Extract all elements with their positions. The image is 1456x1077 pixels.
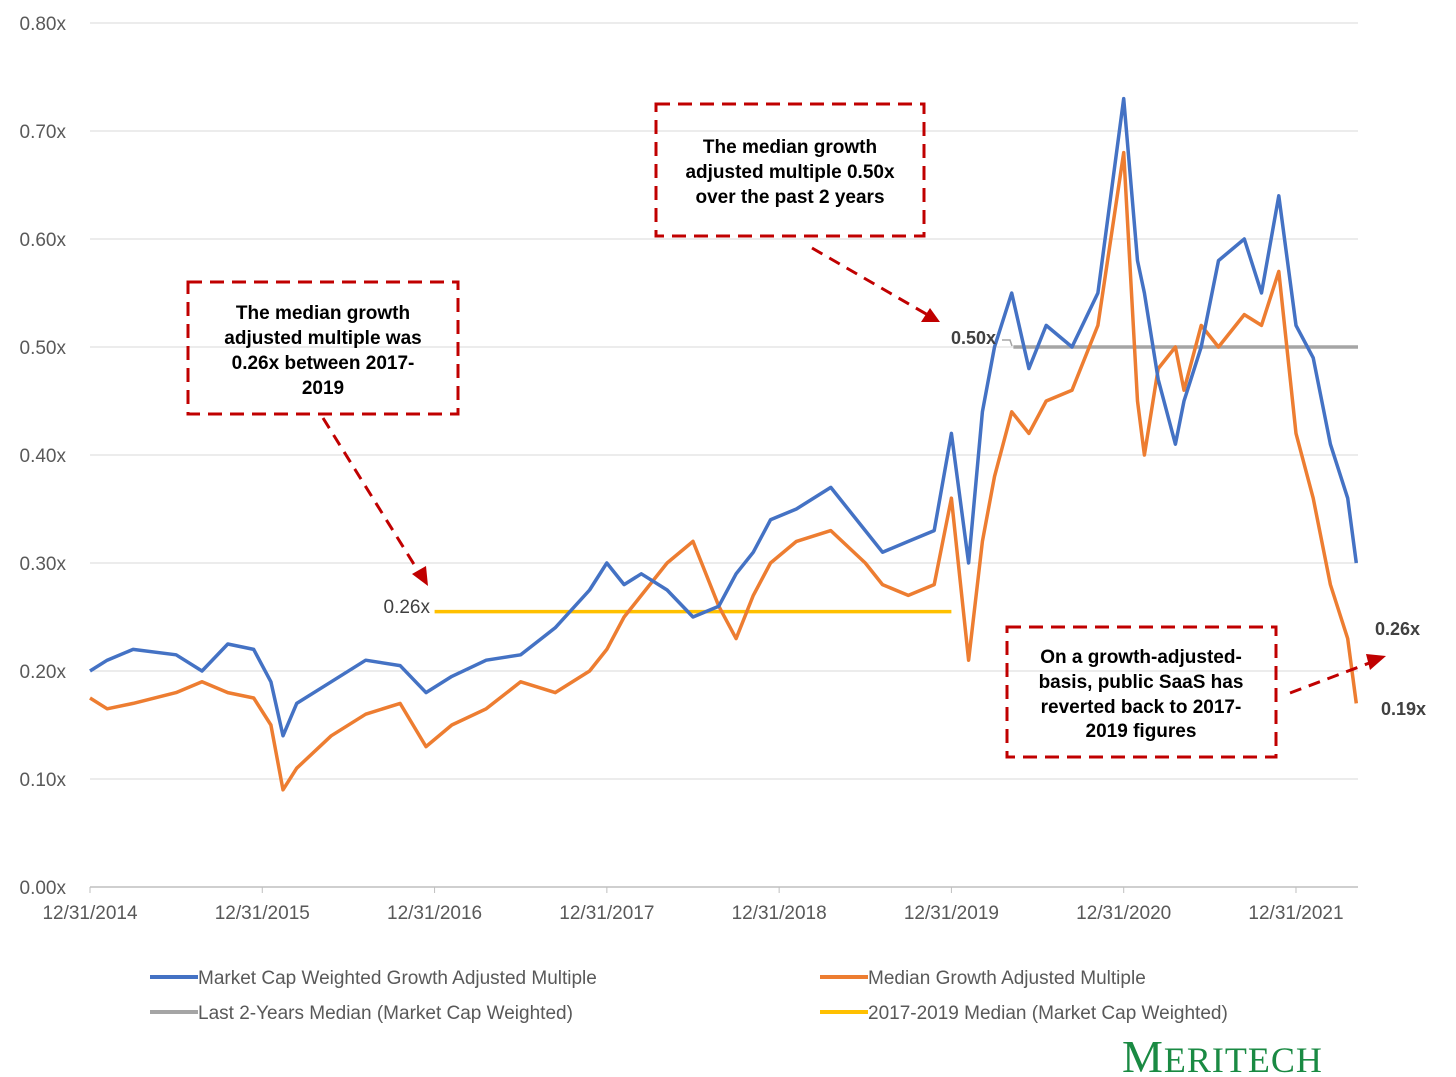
annotation-line: 2019: [302, 378, 344, 399]
series-line: [89, 96, 1359, 738]
last-2yr-median-label: 0.50x: [951, 328, 996, 348]
leader-line: [1002, 339, 1013, 347]
y-axis: 0.00x 0.10x 0.20x 0.30x 0.40x 0.50x 0.60x 0.70x…: [20, 14, 67, 899]
annotation-arrow: [1289, 660, 1373, 695]
gridlines: [90, 22, 1358, 780]
arrow-head: [921, 308, 940, 322]
annotation-2017-2019: The median growth adjusted multiple was …: [186, 280, 460, 586]
annotation-line: 2019 figures: [1086, 721, 1197, 742]
annotation-line: basis, public SaaS has: [1039, 672, 1244, 693]
legend-label: Last 2-Years Median (Market Cap Weighted…: [198, 1003, 573, 1024]
annotation-arrow: [811, 246, 929, 317]
y-tick-label: 0.20x: [20, 662, 67, 683]
annotation-box: [186, 280, 460, 416]
y-tick-label: 0.00x: [20, 878, 67, 899]
x-tick-label: 12/31/2021: [1248, 903, 1343, 924]
y-tick-label: 0.50x: [20, 338, 67, 359]
x-tick-label: 12/31/2015: [215, 903, 310, 924]
x-tick-label: 12/31/2020: [1076, 903, 1171, 924]
legend: Market Cap Weighted Growth Adjusted Mult…: [150, 968, 1228, 1024]
series-lines: [89, 96, 1359, 792]
legend-label: 2017-2019 Median (Market Cap Weighted): [868, 1003, 1228, 1024]
legend-label: Market Cap Weighted Growth Adjusted Mult…: [198, 968, 597, 989]
annotation-line: On a growth-adjusted-: [1040, 647, 1242, 668]
annotation-line: reverted back to 2017-: [1041, 697, 1242, 718]
meritech-logo: MERITECH: [1122, 1031, 1323, 1077]
x-tick-label: 12/31/2016: [387, 903, 482, 924]
y-tick-label: 0.60x: [20, 230, 67, 251]
x-axis: 12/31/2014 12/31/2015 12/31/2016 12/31/2017…: [42, 886, 1358, 924]
annotation-line: adjusted multiple was: [224, 328, 421, 349]
y-tick-label: 0.70x: [20, 122, 67, 143]
x-tick-label: 12/31/2018: [732, 903, 827, 924]
series-line: [89, 150, 1359, 792]
end-value-orange: 0.19x: [1381, 699, 1426, 719]
annotation-line: 0.26x between 2017-: [232, 353, 415, 374]
annotation-last-2-years: The median growth adjusted multiple 0.50…: [654, 102, 940, 322]
legend-label: Median Growth Adjusted Multiple: [868, 968, 1146, 989]
annotation-line: over the past 2 years: [695, 187, 884, 208]
median-2017-2019-label: 0.26x: [384, 597, 431, 618]
arrow-head: [1366, 654, 1386, 670]
x-tick-label: 12/31/2019: [904, 903, 999, 924]
y-tick-label: 0.40x: [20, 446, 67, 467]
y-tick-label: 0.80x: [20, 14, 67, 35]
y-tick-label: 0.30x: [20, 554, 67, 575]
annotation-line: The median growth: [703, 137, 877, 158]
annotation-line: The median growth: [236, 303, 410, 324]
annotation-reverted: On a growth-adjusted- basis, public SaaS…: [1005, 625, 1386, 759]
annotation-box: [654, 102, 926, 238]
annotation-arrow: [321, 417, 422, 575]
x-tick-label: 12/31/2014: [42, 903, 138, 924]
annotation-box: [1005, 625, 1278, 759]
end-value-blue: 0.26x: [1375, 619, 1420, 639]
y-tick-label: 0.10x: [20, 770, 67, 791]
annotation-line: adjusted multiple 0.50x: [685, 162, 894, 183]
x-tick-label: 12/31/2017: [559, 903, 654, 924]
arrow-head: [412, 566, 428, 586]
